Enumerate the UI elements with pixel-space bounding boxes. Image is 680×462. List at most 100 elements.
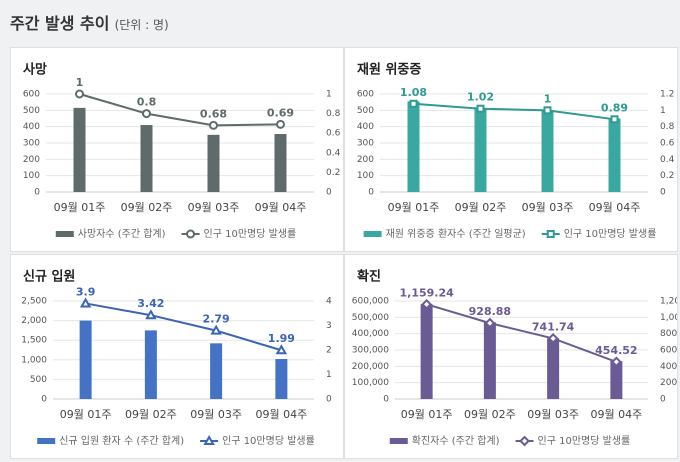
y-tick-label: 600 xyxy=(23,90,40,100)
line-marker xyxy=(543,106,552,115)
line xyxy=(79,93,281,127)
data-label: 2.79 xyxy=(203,313,230,326)
y2-tick-label: 400 xyxy=(660,362,677,372)
y2-tick-label: 0 xyxy=(660,188,666,198)
bar xyxy=(610,361,623,399)
chart-title: 사망 xyxy=(23,62,47,78)
x-tick-label: 09월 03주 xyxy=(522,201,574,214)
y2-tick-label: 1.2 xyxy=(660,90,674,100)
legend-marker xyxy=(519,435,530,447)
y2-tick-label: 0 xyxy=(326,395,332,405)
y-tick-label: 300,000 xyxy=(352,346,389,356)
line-marker xyxy=(145,309,157,320)
x-tick-label: 09월 02주 xyxy=(455,201,507,214)
line-marker xyxy=(79,297,92,308)
data-label: 1.99 xyxy=(268,332,295,345)
line-marker xyxy=(476,104,485,113)
y-tick-label: 500,000 xyxy=(352,313,389,323)
y-tick-label: 600 xyxy=(357,90,374,100)
legend-swatch xyxy=(37,438,56,444)
y2-tick-label: 0.4 xyxy=(660,155,675,165)
y-tick-label: 2,500 xyxy=(21,297,47,307)
x-tick-label: 09월 01주 xyxy=(54,201,106,214)
data-label: 1.02 xyxy=(467,91,494,104)
y2-tick-label: 2 xyxy=(326,346,332,356)
y2-tick-label: 0.6 xyxy=(660,139,675,149)
legend-label: 확진자수 (주간 합계) xyxy=(412,435,500,447)
y-tick-label: 1,500 xyxy=(21,336,47,346)
data-label: 3.9 xyxy=(76,285,96,298)
bar xyxy=(541,110,554,192)
y2-tick-label: 0.8 xyxy=(326,109,341,119)
line xyxy=(426,303,617,363)
y2-tick-label: 1,200 xyxy=(660,297,677,307)
y-tick-label: 200 xyxy=(357,155,374,165)
line-marker xyxy=(421,298,433,310)
y-tick-label: 500 xyxy=(23,106,40,116)
legend-marker xyxy=(186,229,196,239)
chart-title: 확진 xyxy=(357,269,381,285)
x-tick-label: 09월 04주 xyxy=(591,408,643,421)
line-marker xyxy=(610,356,622,368)
x-tick-label: 09월 04주 xyxy=(256,408,308,421)
y-tick-label: 2,000 xyxy=(21,316,47,326)
chart: 확진 0 100,000 200,000 300,000 400,000 500,000 60… xyxy=(352,269,680,448)
y-tick-label: 500 xyxy=(357,106,374,116)
x-tick-label: 09월 03주 xyxy=(190,408,242,421)
data-label: 741.74 xyxy=(532,320,575,333)
line xyxy=(413,102,615,121)
bar xyxy=(73,107,86,192)
line-marker xyxy=(275,344,288,355)
data-label: 1 xyxy=(76,76,84,89)
panel: 재원 위중증 0 100 200 300 400 500 600 0 0.2 0.4 0.6 0.8 1 1… xyxy=(344,47,678,252)
panel: 확진 0 100,000 200,000 300,000 400,000 500,000 60… xyxy=(344,254,680,459)
bar xyxy=(210,343,223,399)
chart: 사망 0 100 200 300 400 500 600 0 0.2 0.4 0.6 0.8 1 09월 0… xyxy=(23,62,341,241)
bar xyxy=(274,134,287,192)
y-tick-label: 400 xyxy=(23,122,40,132)
y2-tick-label: 0.2 xyxy=(326,168,340,178)
data-label: 454.52 xyxy=(595,344,637,357)
y-tick-label: 300 xyxy=(23,139,40,149)
bar xyxy=(140,125,153,192)
legend-label: 신규 입원 환자 수 (주간 합계) xyxy=(59,434,184,447)
y-tick-label: 100,000 xyxy=(352,378,389,388)
y-tick-label: 1,000 xyxy=(21,355,47,365)
y2-tick-label: 0.6 xyxy=(326,129,341,139)
x-tick-label: 09월 01주 xyxy=(60,408,112,421)
data-label: 0.68 xyxy=(200,107,227,120)
y-tick-label: 300 xyxy=(357,139,374,149)
y2-tick-label: 0.8 xyxy=(660,122,675,132)
line xyxy=(85,302,282,352)
y-tick-label: 100 xyxy=(23,171,40,181)
bar xyxy=(608,118,621,192)
y2-tick-label: 1 xyxy=(326,370,332,380)
line-marker xyxy=(209,120,218,130)
legend-swatch xyxy=(55,231,74,237)
y-tick-label: 0 xyxy=(383,395,389,405)
y-tick-label: 200,000 xyxy=(352,362,389,372)
panel: 신규 입원 0 500 1,000 1,500 2,000 2,500 0 1 2 3 4 09월 01… xyxy=(10,254,344,459)
legend-swatch xyxy=(363,231,382,237)
line-marker xyxy=(610,115,619,124)
unit: (단위 : 명) xyxy=(114,18,169,32)
y2-tick-label: 0.2 xyxy=(660,171,674,181)
x-tick-label: 09월 03주 xyxy=(188,201,240,214)
y2-tick-label: 0 xyxy=(326,188,332,198)
y-tick-label: 400,000 xyxy=(352,329,389,339)
bar xyxy=(407,101,420,192)
data-label: 928.88 xyxy=(469,305,511,318)
y2-tick-label: 1 xyxy=(660,106,666,116)
legend-label: 인구 10만명당 발생률 xyxy=(564,228,657,240)
bar xyxy=(474,107,487,192)
y2-tick-label: 800 xyxy=(660,329,677,339)
data-label: 1 xyxy=(544,92,552,105)
x-tick-label: 09월 04주 xyxy=(255,201,307,214)
line-marker xyxy=(484,317,496,329)
line-marker xyxy=(276,119,285,129)
bar xyxy=(275,359,288,399)
chart-title: 신규 입원 xyxy=(23,270,75,285)
y-tick-label: 500 xyxy=(30,375,47,385)
line-marker xyxy=(547,333,559,344)
